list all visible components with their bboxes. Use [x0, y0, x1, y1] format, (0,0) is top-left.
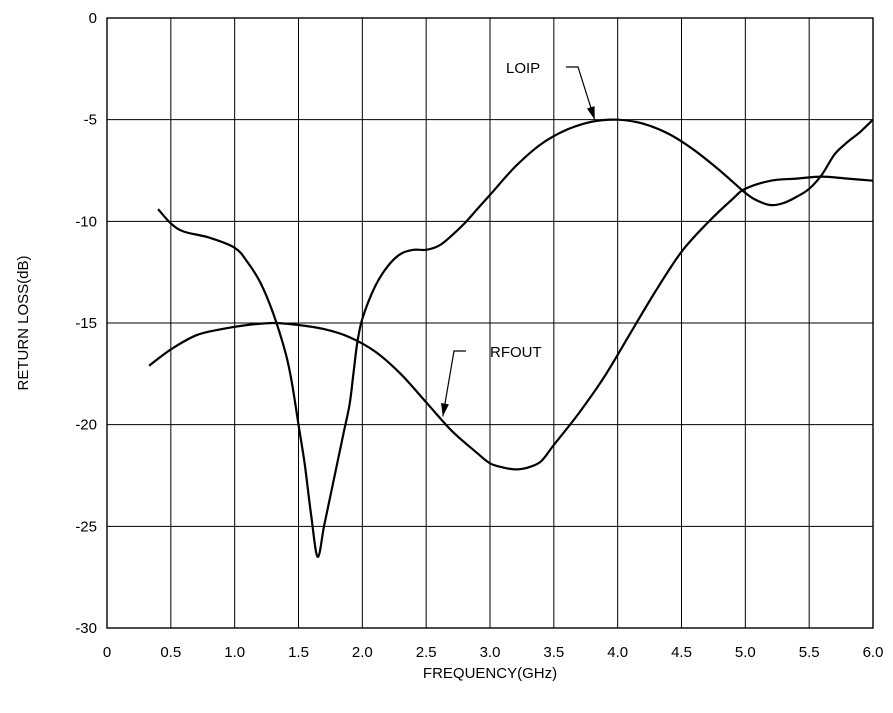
- loip-callout-label: LOIP: [506, 60, 540, 77]
- rfout-leader-line: [442, 350, 466, 417]
- x-tick-label: 6.0: [863, 644, 884, 661]
- series-layer: [148, 118, 874, 558]
- x-tick-label: 0.5: [160, 644, 181, 661]
- x-tick-label: 2.5: [416, 644, 437, 661]
- y-axis-title: RETURN LOSS(dB): [15, 255, 32, 390]
- y-tick-label: -5: [84, 112, 97, 129]
- y-tick-label: -30: [75, 620, 97, 637]
- x-tick-label: 3.0: [480, 644, 501, 661]
- series-loip-line: [157, 118, 874, 558]
- x-tick-label: 5.5: [799, 644, 820, 661]
- annotations: LOIP RFOUT: [441, 60, 596, 417]
- y-tick-label: 0: [89, 10, 97, 27]
- y-axis-ticks: 0 -5 -10 -15 -20 -25 -30: [75, 10, 97, 637]
- rfout-callout-label: RFOUT: [490, 344, 542, 361]
- x-tick-label: 4.5: [671, 644, 692, 661]
- x-tick-label: 2.0: [352, 644, 373, 661]
- plot-frame: [106, 17, 874, 629]
- x-tick-label: 5.0: [735, 644, 756, 661]
- x-tick-label: 4.0: [607, 644, 628, 661]
- x-tick-label: 1.0: [224, 644, 245, 661]
- x-axis-ticks: 0 0.5 1.0 1.5 2.0 2.5 3.0 3.5 4.0 4.5 5.0 5.5 6.0: [103, 644, 884, 661]
- y-tick-label: -20: [75, 417, 97, 434]
- x-tick-label: 0: [103, 644, 111, 661]
- x-tick-label: 3.5: [543, 644, 564, 661]
- x-tick-label: 1.5: [288, 644, 309, 661]
- y-tick-label: -15: [75, 315, 97, 332]
- x-axis-title: FREQUENCY(GHz): [423, 665, 557, 682]
- loip-leader-line: [566, 66, 596, 120]
- grid-lines: [107, 18, 873, 628]
- y-tick-label: -25: [75, 518, 97, 535]
- series-rfout-line: [148, 175, 874, 471]
- rfout-arrowhead: [441, 403, 449, 417]
- y-tick-label: -10: [75, 213, 97, 230]
- loip-arrowhead: [586, 106, 595, 120]
